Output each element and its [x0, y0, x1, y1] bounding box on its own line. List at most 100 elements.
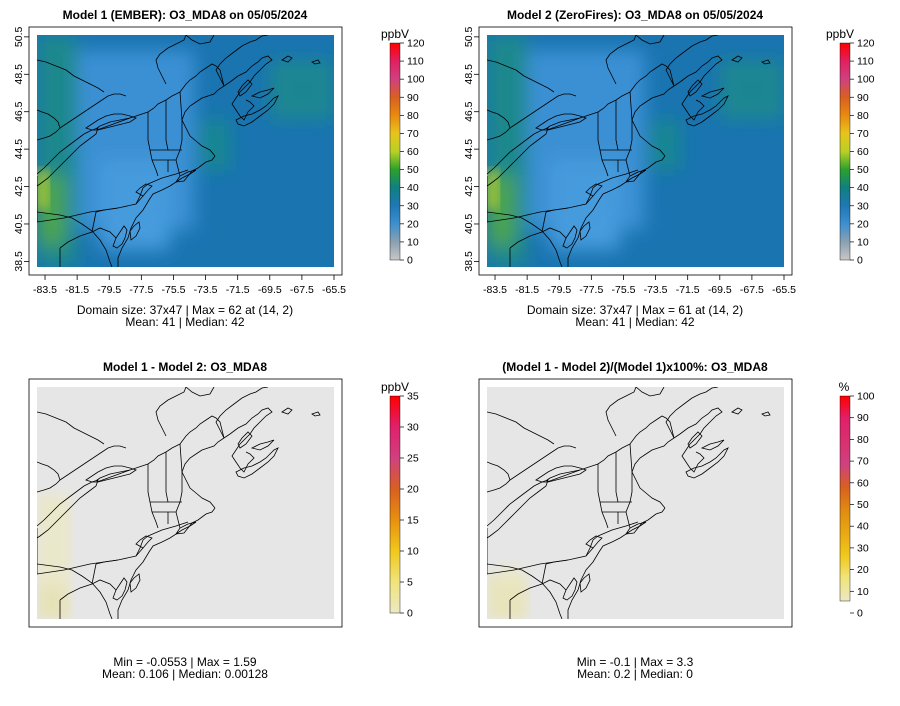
panel-model1-title: Model 1 (EMBER): O3_MDA8 on 05/05/2024	[63, 8, 308, 22]
panel-model2-colorbar-unit: ppbV	[826, 27, 854, 41]
panel-model1-frame	[28, 26, 343, 276]
panel-percent-field	[487, 387, 784, 619]
panel-percent-colorbar-label: 80	[857, 434, 869, 446]
panel-difference: Model 1 - Model 2: O3_MDA8 Min = -0.0553…	[28, 360, 419, 681]
panel-model1-ytick-label: 50.5	[13, 26, 25, 47]
panel-model2-colorbar-label: 40	[857, 182, 869, 194]
panel-model1-colorbar-label: 30	[407, 200, 419, 212]
panel-difference-colorbar-label: 30	[407, 422, 419, 434]
panel-model1-ytick-label: 44.5	[13, 139, 25, 160]
panel-percent-colorbar-label: 40	[857, 521, 869, 533]
panel-percent-colorbar-label: 10	[857, 586, 869, 598]
panel-model2-colorbar	[839, 42, 851, 261]
panel-model2-ytick-label: 44.5	[463, 139, 475, 160]
panel-model2-xtick-label: -79.5	[547, 284, 571, 296]
panel-model2-xaxis: -83.5 -81.5 -79.5 -77.5 -75.5 -73.5 -71.5 -69.5…	[483, 275, 796, 296]
panel-model2-xtick-label: -67.5	[740, 284, 764, 296]
panel-model1-stats-2: Mean: 41 | Median: 42	[125, 315, 245, 329]
panel-model1-xtick-label: -69.5	[258, 284, 282, 296]
panel-model2-xtick-label: -83.5	[483, 284, 507, 296]
panel-difference-stats-2: Mean: 0.106 | Median: 0.00128	[102, 667, 268, 681]
panel-percent-stats-2: Mean: 0.2 | Median: 0	[577, 667, 693, 681]
panel-difference-colorbar-label: 5	[407, 577, 413, 589]
panel-percent-colorbar-label: 50	[857, 499, 869, 511]
panel-model1-colorbar-label: 90	[407, 92, 419, 104]
panel-difference-colorbar-label: 25	[407, 453, 419, 465]
panel-model1-xtick-label: -71.5	[226, 284, 250, 296]
panel-model2-colorbar-label: 30	[857, 200, 869, 212]
panel-model2-ytick-label: 48.5	[463, 64, 475, 85]
panel-model2-colorbar-label: 0	[857, 255, 863, 267]
panel-model1-xtick-label: -77.5	[129, 284, 153, 296]
panel-percent-frame	[478, 378, 793, 628]
panel-model2-ytick-label: 42.5	[463, 176, 475, 197]
panel-difference-colorbar-label: 15	[407, 515, 419, 527]
panel-model2-xtick-label: -73.5	[644, 284, 668, 296]
panel-percent-stats-1: Min = -0.1 | Max = 3.3	[577, 655, 694, 669]
panel-model1-colorbar-label: 40	[407, 182, 419, 194]
panel-model1-colorbar-label: 50	[407, 164, 419, 176]
panel-model1-colorbar-label: 70	[407, 128, 419, 140]
panel-model1-xtick-label: -83.5	[33, 284, 57, 296]
panel-percent: (Model 1 - Model 2)/(Model 1)x100%: O3_M…	[478, 360, 875, 681]
panel-model1-xtick-label: -73.5	[194, 284, 218, 296]
panel-model2-xtick-label: -81.5	[515, 284, 539, 296]
panel-model2-colorbar-label: 20	[857, 218, 869, 230]
panel-model1-colorbar-unit: ppbV	[381, 27, 409, 41]
panel-difference-colorbar	[389, 395, 401, 614]
panel-model1-colorbar-label: 10	[407, 236, 419, 248]
panel-model2-xtick-label: -77.5	[579, 284, 603, 296]
panel-model1-ytick-label: 46.5	[13, 101, 25, 122]
panel-model1-xtick-label: -81.5	[65, 284, 89, 296]
panel-model2-ytick-label: 46.5	[463, 101, 475, 122]
panel-model2-colorbar-label: 90	[857, 92, 869, 104]
panel-model1-ytick-label: 42.5	[13, 176, 25, 197]
panel-model1-ytick-label: 48.5	[13, 64, 25, 85]
panel-model2-xtick-label: -75.5	[611, 284, 635, 296]
panel-model2-frame	[478, 26, 793, 276]
panel-difference-field	[37, 387, 334, 619]
hotspot-max-model2	[487, 170, 499, 210]
panel-model1-colorbar-label: 60	[407, 146, 419, 158]
panel-model2-colorbar-label: 60	[857, 146, 869, 158]
panel-percent-colorbar-label: 20	[857, 564, 869, 576]
panel-model2-colorbar-label: 70	[857, 128, 869, 140]
panel-model1-xtick-label: -67.5	[290, 284, 314, 296]
panel-model1-xtick-label: -65.5	[322, 284, 346, 296]
panel-model1-colorbar-label: 110	[407, 56, 424, 68]
panel-model2: Model 2 (ZeroFires): O3_MDA8 on 05/05/20…	[463, 8, 875, 329]
panel-model1-xaxis: -83.5 -81.5 -79.5 -77.5 -75.5 -73.5 -71.5 -69.5…	[33, 275, 346, 296]
panel-model2-colorbar-label: 80	[857, 110, 869, 122]
panel-model2-stats-1: Domain size: 37x47 | Max = 61 at (14, 2)	[527, 303, 743, 317]
panel-model1-ytick-label: 38.5	[13, 251, 25, 272]
panel-model2-ytick-label: 50.5	[463, 26, 475, 47]
panel-model1-colorbar-label: 80	[407, 110, 419, 122]
panel-model1-ytick-label: 40.5	[13, 214, 25, 235]
panel-model2-colorbar-label: 10	[857, 236, 869, 248]
panel-model1: Model 1 (EMBER): O3_MDA8 on 05/05/2024 -…	[13, 8, 425, 329]
panel-difference-colorbar-label: 35	[407, 391, 419, 403]
panel-model2-xtick-label: -65.5	[772, 284, 796, 296]
panel-model2-ytick-label: 38.5	[463, 251, 475, 272]
panel-model2-xtick-label: -71.5	[676, 284, 700, 296]
hotspot-max	[37, 170, 49, 210]
panel-difference-title: Model 1 - Model 2: O3_MDA8	[103, 360, 267, 374]
panel-difference-frame	[28, 378, 343, 628]
panel-model1-stats-1: Domain size: 37x47 | Max = 62 at (14, 2)	[77, 303, 293, 317]
panel-percent-colorbar-unit: %	[839, 380, 850, 394]
panel-percent-colorbar-label: 60	[857, 477, 869, 489]
panel-model2-colorbar-label: 100	[857, 74, 875, 86]
panel-difference-stats-1: Min = -0.0553 | Max = 1.59	[113, 655, 257, 669]
panel-percent-colorbar-label: 100	[857, 391, 875, 403]
panel-percent-colorbar-label: 70	[857, 456, 869, 468]
panel-model1-xtick-label: -79.5	[97, 284, 121, 296]
panel-difference-colorbar-label: 10	[407, 546, 419, 558]
panel-model2-title: Model 2 (ZeroFires): O3_MDA8 on 05/05/20…	[507, 8, 763, 22]
panel-difference-colorbar-label: 20	[407, 484, 419, 496]
panel-percent-colorbar	[839, 395, 851, 602]
panel-model2-ytick-label: 40.5	[463, 214, 475, 235]
panel-model1-colorbar-label: 20	[407, 218, 419, 230]
panel-percent-title: (Model 1 - Model 2)/(Model 1)x100%: O3_M…	[502, 360, 768, 374]
panel-model1-colorbar-label: 100	[407, 74, 425, 86]
